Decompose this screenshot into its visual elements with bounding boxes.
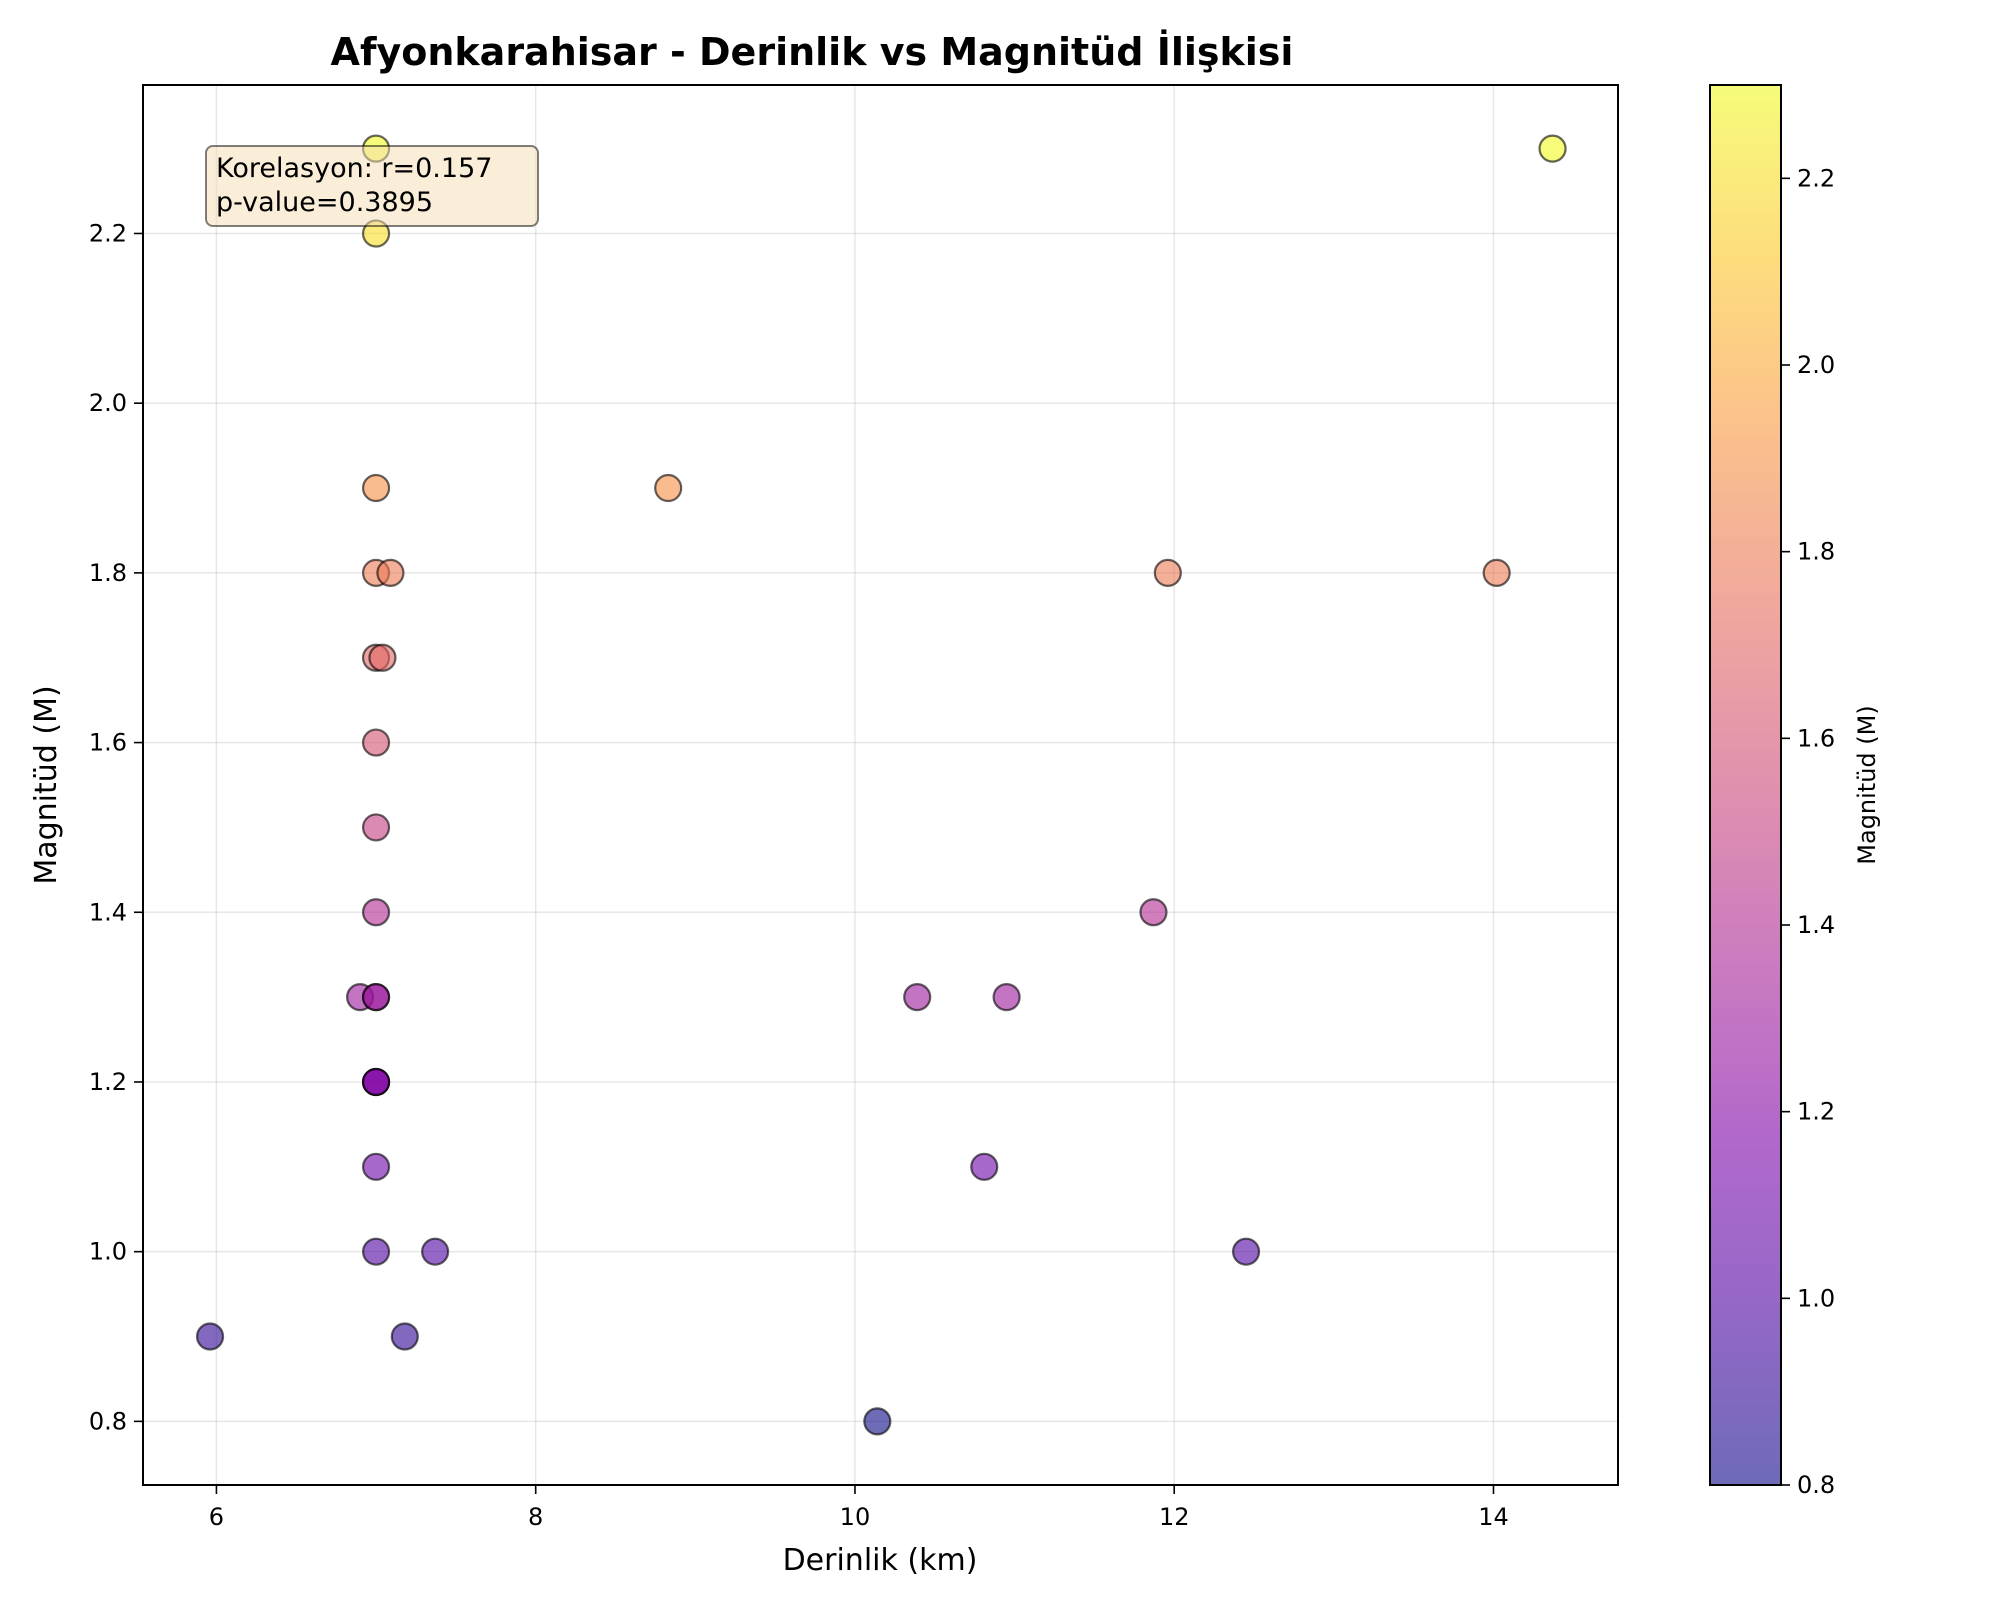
x-tick-label: 14 [1478, 1503, 1509, 1531]
data-point [1139, 898, 1168, 927]
x-tick-label: 10 [840, 1503, 871, 1531]
grid-lines [143, 85, 1618, 1485]
data-point [1153, 558, 1182, 587]
colorbar-tick-label: 1.8 [1797, 538, 1835, 566]
data-point [863, 1407, 892, 1436]
x-tick-label: 6 [209, 1503, 224, 1531]
annotation-line-2: p-value=0.3895 [216, 187, 433, 218]
y-tick-label: 1.6 [89, 729, 127, 757]
colorbar-tick-label: 2.2 [1797, 164, 1835, 192]
y-tick-label: 1.8 [89, 559, 127, 587]
data-point [654, 473, 683, 503]
data-point [970, 1152, 999, 1181]
y-tick-label: 1.4 [89, 898, 127, 926]
data-point [195, 1322, 225, 1351]
data-point [361, 473, 391, 503]
data-point [390, 1322, 419, 1351]
x-axis-ticks: 6 8 10 12 14 [209, 1485, 1509, 1531]
data-point [368, 643, 397, 672]
annotation-box [205, 145, 539, 227]
data-point [361, 813, 391, 842]
data-point [1482, 558, 1511, 587]
x-tick-label: 12 [1159, 1503, 1190, 1531]
colorbar-tick-label: 1.2 [1797, 1098, 1835, 1126]
y-tick-label: 2.0 [89, 389, 127, 417]
colorbar: 0.8 1.0 1.2 1.4 1.6 1.8 2.0 2.2 Magnitüd (M) [1709, 84, 1881, 1499]
data-point [1231, 1237, 1261, 1266]
colorbar-tick-label: 2.0 [1797, 351, 1835, 379]
colorbar-tick-label: 1.0 [1797, 1284, 1835, 1312]
data-point [361, 1067, 391, 1097]
data-point [903, 983, 932, 1012]
y-tick-label: 2.2 [89, 219, 127, 247]
plot-area-frame [142, 84, 1619, 1486]
colorbar-label: Magnitüd (M) [1853, 705, 1881, 864]
y-tick-label: 1.0 [89, 1238, 127, 1266]
colorbar-tick-label: 0.8 [1797, 1471, 1835, 1499]
colorbar-tick-label: 1.6 [1797, 724, 1835, 752]
data-point [361, 1237, 391, 1266]
colorbar-tick-label: 1.4 [1797, 911, 1835, 939]
y-tick-label: 0.8 [89, 1407, 127, 1435]
y-axis-ticks: 0.8 1.0 1.2 1.4 1.6 1.8 2.0 2.2 [89, 219, 143, 1435]
y-axis-label: Magnitüd (M) [29, 685, 64, 884]
data-point [992, 983, 1021, 1012]
data-point [1538, 134, 1567, 163]
data-point [361, 1152, 391, 1181]
data-point [421, 1237, 450, 1266]
data-point [376, 558, 405, 587]
x-axis-label: Derinlik (km) [783, 1543, 978, 1578]
colorbar-ticks: 0.8 1.0 1.2 1.4 1.6 1.8 2.0 2.2 [1781, 164, 1835, 1499]
y-tick-label: 1.2 [89, 1068, 127, 1096]
data-point [361, 898, 391, 927]
annotation-line-1: Korelasyon: r=0.157 [216, 153, 492, 184]
correlation-annotation: Korelasyon: r=0.157 p-value=0.3895 [205, 145, 539, 227]
data-points [195, 134, 1567, 1436]
colorbar-gradient [1710, 85, 1781, 1485]
chart-title: Afyonkarahisar - Derinlik vs Magnitüd İl… [331, 30, 1294, 74]
x-tick-label: 8 [528, 1503, 543, 1531]
data-point [361, 728, 391, 757]
data-point [361, 983, 391, 1012]
colorbar-frame [1709, 84, 1782, 1486]
